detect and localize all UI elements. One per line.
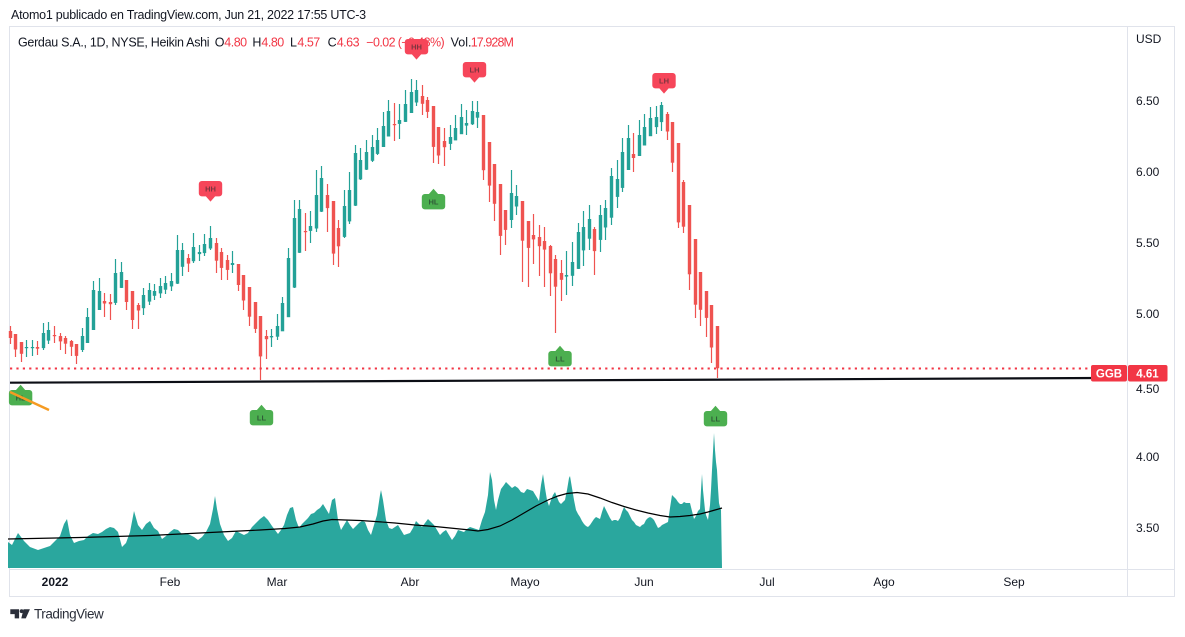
svg-text:4.63: 4.63 <box>337 36 360 50</box>
svg-text:HH: HH <box>411 42 422 51</box>
svg-text:LH: LH <box>470 65 480 74</box>
svg-text:Sep: Sep <box>1003 575 1025 589</box>
svg-text:GGB: GGB <box>1096 369 1122 381</box>
svg-text:17.928M: 17.928M <box>471 36 514 50</box>
svg-text:Mar: Mar <box>267 575 288 589</box>
svg-text:Feb: Feb <box>160 575 181 589</box>
svg-text:Vol.: Vol. <box>451 36 472 50</box>
svg-text:5.00: 5.00 <box>1136 307 1160 321</box>
svg-text:LL: LL <box>711 414 721 423</box>
svg-text:O: O <box>215 36 225 50</box>
svg-text:Abr: Abr <box>401 575 420 589</box>
svg-text:4.80: 4.80 <box>224 36 247 50</box>
svg-text:LL: LL <box>555 354 565 363</box>
svg-text:USD: USD <box>1136 32 1162 46</box>
svg-text:4.61: 4.61 <box>1136 369 1159 381</box>
svg-text:LL: LL <box>257 413 267 422</box>
svg-text:Jun: Jun <box>634 575 653 589</box>
svg-text:TradingView: TradingView <box>34 607 104 622</box>
svg-text:5.50: 5.50 <box>1136 236 1160 250</box>
svg-text:Ago: Ago <box>873 575 895 589</box>
svg-text:H: H <box>252 36 261 50</box>
svg-text:Gerdau S.A., 1D, NYSE, Heikin: Gerdau S.A., 1D, NYSE, Heikin Ashi <box>18 36 209 50</box>
svg-text:HH: HH <box>205 184 216 193</box>
svg-text:LH: LH <box>659 76 669 85</box>
svg-text:4.50: 4.50 <box>1136 382 1160 396</box>
svg-text:Mayo: Mayo <box>510 575 540 589</box>
svg-text:L: L <box>290 36 297 50</box>
svg-text:6.50: 6.50 <box>1136 94 1160 108</box>
svg-text:Atomo1 publicado en TradingVie: Atomo1 publicado en TradingView.com, Jun… <box>11 8 366 22</box>
svg-text:6.00: 6.00 <box>1136 165 1160 179</box>
svg-text:4.00: 4.00 <box>1136 450 1160 464</box>
svg-text:HL: HL <box>429 197 439 206</box>
svg-text:3.50: 3.50 <box>1136 521 1160 535</box>
svg-text:4.80: 4.80 <box>261 36 284 50</box>
svg-text:Jul: Jul <box>759 575 774 589</box>
svg-text:C: C <box>328 36 337 50</box>
svg-text:2022: 2022 <box>42 575 69 589</box>
svg-text:4.57: 4.57 <box>297 36 320 50</box>
